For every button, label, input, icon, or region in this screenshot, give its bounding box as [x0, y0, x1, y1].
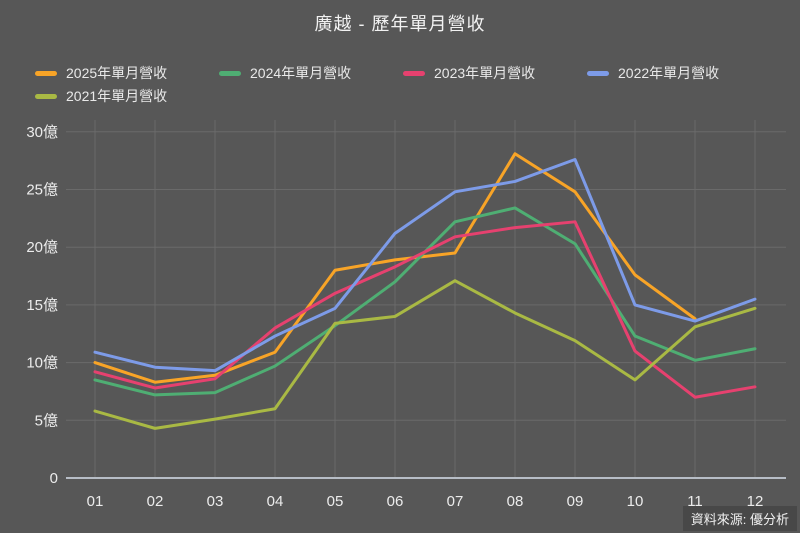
- legend-item-2021[interactable]: 2021年單月營收: [35, 86, 219, 106]
- chart-title: 廣越 - 歷年單月營收: [314, 14, 486, 34]
- legend-swatch-icon: [219, 70, 241, 76]
- legend-label: 2024年單月營收: [250, 65, 352, 81]
- revenue-line-chart: 30億 25億 20億 15億 10億 5億 0 01 02 03 04 05 06 07 08 09 10 11…: [26, 120, 786, 510]
- y-tick-label: 10億: [26, 355, 58, 372]
- x-tick-label: 05: [327, 493, 344, 510]
- y-tick-label: 20億: [26, 239, 58, 256]
- x-tick-label: 04: [267, 493, 284, 510]
- legend-swatch-icon: [587, 70, 609, 76]
- legend-label: 2021年單月營收: [66, 88, 168, 104]
- series-line-2022: [93, 157, 757, 373]
- series-line-2021: [93, 279, 757, 430]
- legend-label: 2023年單月營收: [434, 65, 536, 81]
- data-source-label: 資料來源: 優分析: [682, 506, 797, 531]
- legend-item-2024[interactable]: 2024年單月營收: [219, 63, 403, 83]
- chart-legend: 2025年單月營收 2024年單月營收 2023年單月營收 2022年單月營收 2021…: [35, 63, 775, 106]
- legend-label: 2025年單月營收: [66, 65, 168, 81]
- x-tick-label: 10: [627, 493, 644, 510]
- y-tick-label: 15億: [26, 297, 58, 314]
- series-line-2025: [93, 152, 697, 384]
- y-tick-label: 30億: [26, 124, 58, 141]
- legend-swatch-icon: [403, 70, 425, 76]
- x-tick-label: 02: [147, 493, 164, 510]
- series-line-2023: [93, 220, 757, 399]
- legend-item-2023[interactable]: 2023年單月營收: [403, 63, 587, 83]
- legend-swatch-icon: [35, 93, 57, 99]
- y-tick-label: 0: [50, 470, 58, 487]
- legend-label: 2022年單月營收: [618, 65, 720, 81]
- y-tick-label: 5億: [35, 412, 58, 429]
- legend-item-2022[interactable]: 2022年單月營收: [587, 63, 771, 83]
- x-tick-label: 03: [207, 493, 224, 510]
- legend-item-2025[interactable]: 2025年單月營收: [35, 63, 219, 83]
- x-tick-label: 09: [567, 493, 584, 510]
- x-tick-label: 01: [87, 493, 104, 510]
- x-tick-label: 07: [447, 493, 464, 510]
- x-tick-label: 08: [507, 493, 524, 510]
- x-tick-label: 12: [747, 493, 764, 510]
- y-tick-label: 25億: [26, 182, 58, 199]
- legend-swatch-icon: [35, 70, 57, 76]
- x-tick-label: 11: [687, 493, 703, 510]
- x-tick-label: 06: [387, 493, 404, 510]
